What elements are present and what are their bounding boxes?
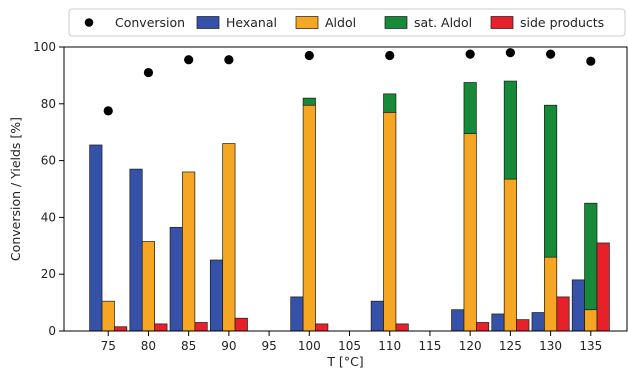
y-tick-label: 80 <box>41 97 56 111</box>
y-tick-label: 60 <box>41 154 56 168</box>
bars <box>89 80 610 332</box>
bar-hexanal <box>531 312 545 332</box>
legend-patch-hexanal <box>196 16 220 29</box>
x-tick-label: 135 <box>579 339 602 353</box>
x-tick-label: 100 <box>298 339 321 353</box>
legend-marker-conversion <box>84 18 94 27</box>
x-tick-label: 125 <box>499 339 522 353</box>
bar-hexanal <box>169 226 183 332</box>
bar-hexanal <box>571 279 585 332</box>
legend-label-conversion: Conversion <box>115 15 185 30</box>
bar-aldol <box>544 256 558 332</box>
conversion-point <box>505 48 515 58</box>
bar-hexanal <box>129 168 143 332</box>
bar-aldol <box>182 171 196 332</box>
x-tick-label: 110 <box>378 339 401 353</box>
bar-aldol <box>383 111 397 332</box>
bar-aldol <box>302 104 316 332</box>
conversion-point <box>465 49 475 59</box>
conversion-point <box>304 50 314 61</box>
bar-aldol <box>101 300 115 332</box>
y-axis-label: Conversion / Yields [%] <box>8 117 23 261</box>
bar-hexanal <box>491 313 505 332</box>
bar-side-products <box>395 323 409 332</box>
bar-side-products <box>194 322 208 332</box>
bar-sat-aldol <box>463 82 477 134</box>
conversion-point <box>143 67 154 78</box>
conversion-point <box>184 55 194 65</box>
bar-side-products <box>516 319 530 332</box>
y-tick-label: 0 <box>48 324 56 338</box>
x-tick-label: 85 <box>181 339 196 353</box>
x-tick-label: 105 <box>338 339 361 353</box>
bar-hexanal <box>370 300 384 332</box>
bar-aldol <box>503 178 517 332</box>
conversion-point <box>586 56 596 66</box>
bar-side-products <box>556 296 570 332</box>
legend: Conversion Hexanal Aldol sat. Aldol side pro… <box>68 8 626 37</box>
bar-sat-aldol <box>383 93 397 113</box>
legend-label-sat_aldol: sat. Aldol <box>414 15 472 30</box>
legend-patch-aldol <box>295 16 319 29</box>
bar-aldol <box>584 309 598 332</box>
x-tick-label: 80 <box>141 339 156 353</box>
x-tick-label: 75 <box>101 339 116 353</box>
x-tick-label: 90 <box>221 339 236 353</box>
y-tick-label: 20 <box>41 267 56 281</box>
y-tick-label: 100 <box>33 40 56 54</box>
x-tick-label: 95 <box>261 339 276 353</box>
x-tick-label: 130 <box>539 339 562 353</box>
plot-frame <box>63 46 628 332</box>
bar-aldol <box>141 241 155 332</box>
x-axis-label: T [°C] <box>326 354 363 369</box>
conversion-points <box>103 48 596 116</box>
bar-side-products <box>234 317 248 332</box>
bar-hexanal <box>451 309 465 332</box>
bar-side-products <box>315 323 329 332</box>
bar-side-products <box>596 242 610 332</box>
bar-hexanal <box>89 144 103 332</box>
legend-label-aldol: Aldol <box>325 15 356 30</box>
legend-label-hexanal: Hexanal <box>226 15 277 30</box>
bar-sat-aldol <box>302 97 316 106</box>
bar-side-products <box>114 326 128 332</box>
bar-hexanal <box>209 259 224 332</box>
axes: 0 20 40 60 80 100 75 80 85 90 95 100 105 110 115 120 125… <box>33 40 628 353</box>
bar-aldol <box>463 133 477 332</box>
bar-sat-aldol <box>544 104 558 258</box>
conversion-point <box>545 49 556 59</box>
bar-side-products <box>476 322 490 332</box>
legend-box <box>68 8 626 37</box>
y-tick-label: 40 <box>41 210 56 224</box>
bar-side-products <box>154 323 168 332</box>
legend-patch-sat_aldol <box>384 16 408 29</box>
conversion-point <box>224 55 234 65</box>
bar-sat-aldol <box>503 80 517 180</box>
conversion-point <box>385 50 395 61</box>
x-tick-label: 115 <box>418 339 441 353</box>
bar-sat-aldol <box>584 202 598 311</box>
x-tick-label: 120 <box>459 339 482 353</box>
legend-label-side_products: side products <box>520 15 604 30</box>
bar-aldol <box>222 143 236 332</box>
bar-hexanal <box>290 296 304 332</box>
legend-patch-side_products <box>490 16 514 29</box>
conversion-point <box>103 106 113 116</box>
